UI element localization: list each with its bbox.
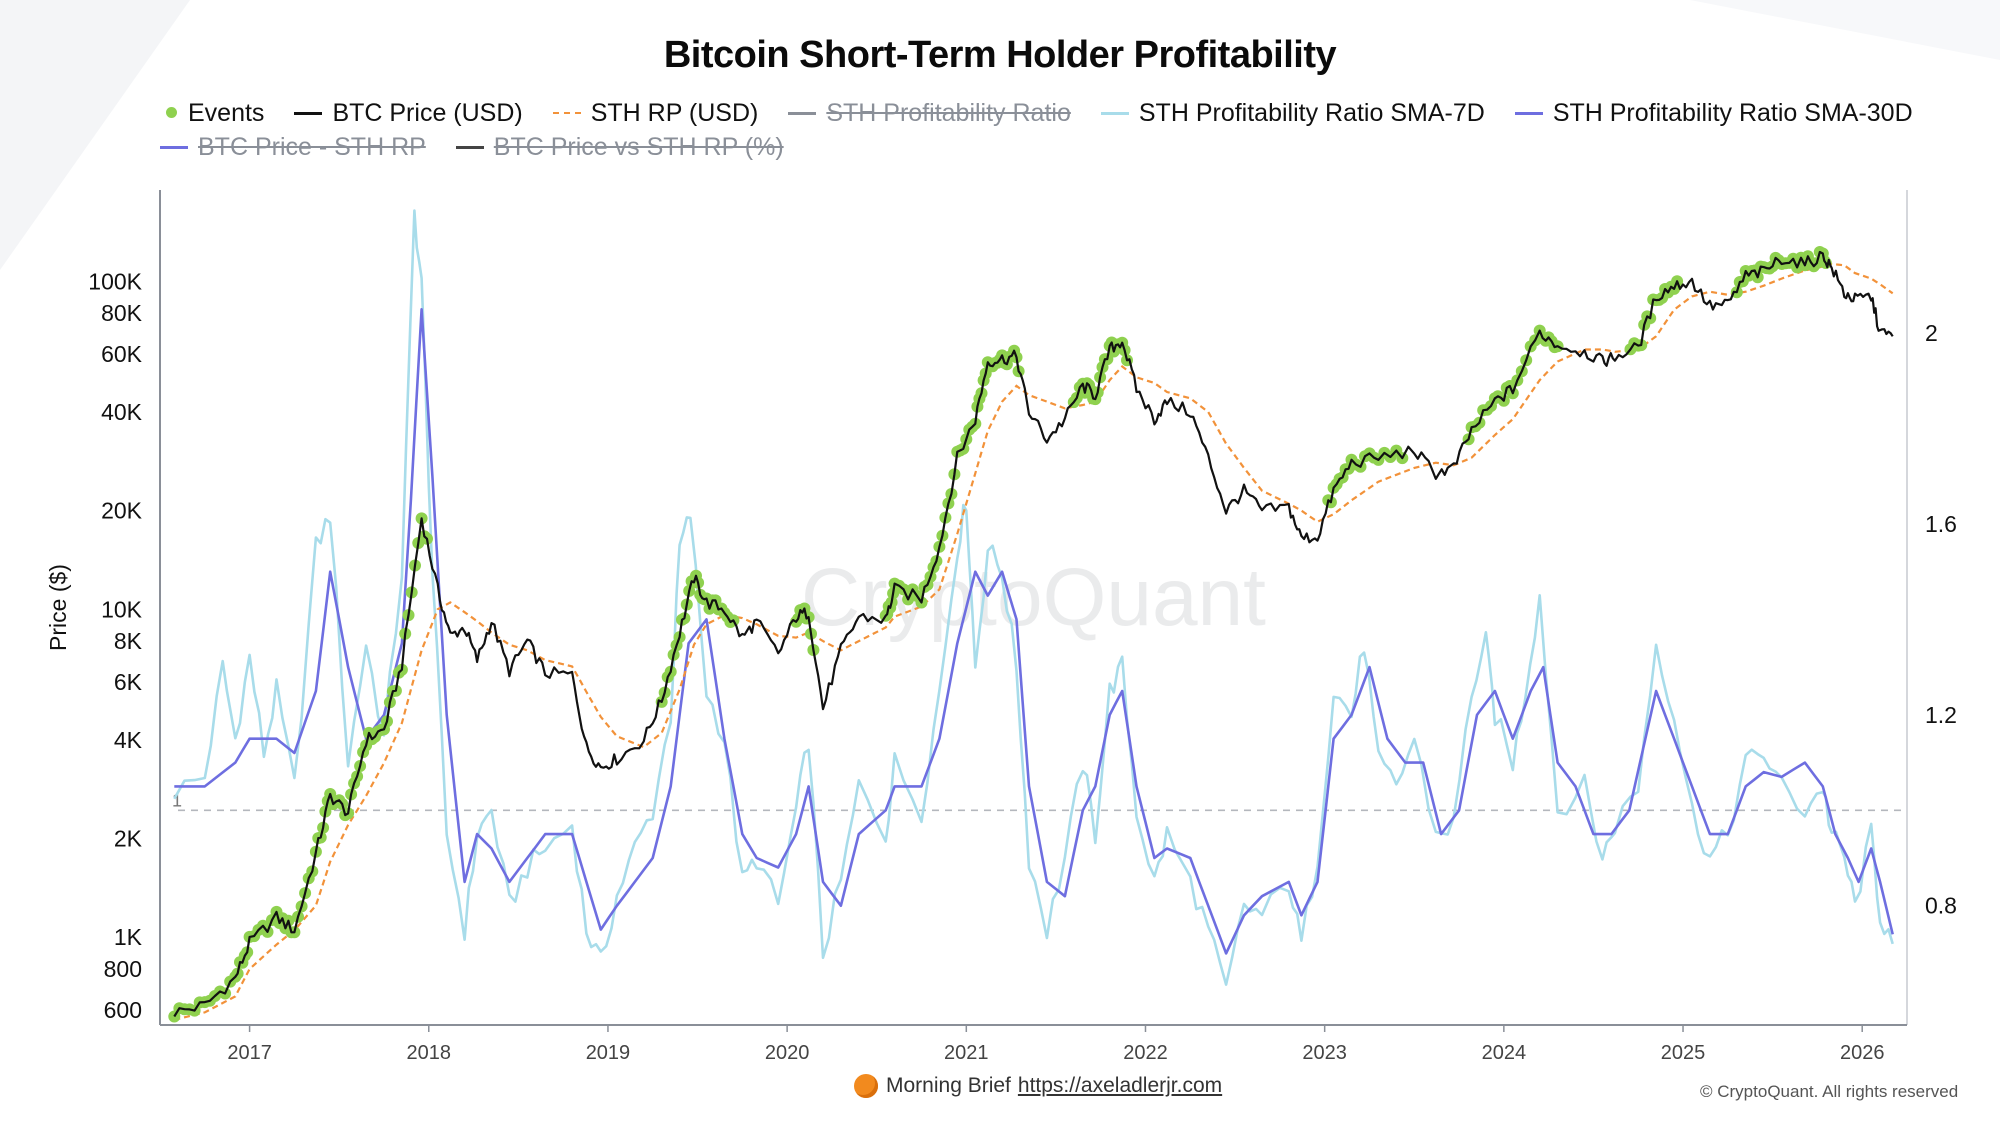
legend-label: STH Profitability Ratio SMA-30D bbox=[1552, 98, 1913, 127]
right-tick-label: 1.6 bbox=[1925, 511, 1957, 537]
legend-item-btc-price-usd[interactable]: BTC Price (USD) bbox=[294, 98, 523, 128]
legend-item-sth-profitability-ratio[interactable]: STH Profitability Ratio bbox=[788, 99, 1071, 128]
sma30-line bbox=[174, 308, 1894, 955]
left-tick-label: 1K bbox=[114, 924, 143, 950]
legend-row-1: Events BTC Price (USD) STH RP (USD) STH Pro… bbox=[160, 96, 1960, 130]
x-tick-label: 2024 bbox=[1482, 1042, 1527, 1064]
x-tick-label: 2020 bbox=[765, 1042, 810, 1064]
left-axis-label: Price ($) bbox=[45, 564, 71, 651]
legend-item-btc-price-sth-rp[interactable]: BTC Price - STH RP bbox=[160, 133, 426, 162]
coin-icon bbox=[854, 1074, 878, 1098]
left-tick-label: 20K bbox=[101, 498, 143, 524]
x-tick-label: 2022 bbox=[1123, 1042, 1168, 1064]
legend-label: STH Profitability Ratio bbox=[826, 98, 1071, 127]
legend-label: BTC Price vs STH RP (%) bbox=[493, 132, 784, 161]
sma7-line bbox=[173, 209, 1894, 986]
left-tick-label: 6K bbox=[114, 669, 143, 695]
legend-swatch bbox=[552, 106, 581, 120]
left-tick-label: 600 bbox=[104, 997, 142, 1023]
legend-swatch bbox=[1100, 106, 1129, 120]
footer-link[interactable]: https://axeladlerjr.com bbox=[1017, 1074, 1223, 1097]
legend-swatch bbox=[160, 106, 178, 120]
legend-swatch bbox=[1514, 106, 1543, 120]
legend-label: BTC Price - STH RP bbox=[198, 132, 426, 161]
left-tick-label: 60K bbox=[101, 341, 143, 367]
legend-swatch bbox=[455, 140, 484, 154]
x-tick-label: 2023 bbox=[1302, 1042, 1347, 1064]
x-tick-label: 2019 bbox=[586, 1042, 631, 1064]
right-tick-label: 2 bbox=[1925, 320, 1938, 346]
legend-swatch bbox=[294, 106, 323, 120]
legend-label: BTC Price (USD) bbox=[332, 98, 523, 127]
legend-item-sth-profitability-ratio-sma-7d[interactable]: STH Profitability Ratio SMA-7D bbox=[1100, 98, 1485, 128]
left-tick-label: 800 bbox=[104, 956, 142, 982]
left-tick-label: 8K bbox=[114, 628, 143, 654]
chart-legend: Events BTC Price (USD) STH RP (USD) STH Pro… bbox=[160, 96, 1960, 164]
footer-brief-label: Morning Brief bbox=[886, 1074, 1011, 1097]
x-tick-label: 2018 bbox=[407, 1042, 452, 1064]
legend-label: Events bbox=[188, 98, 265, 127]
right-tick-label: 0.8 bbox=[1925, 893, 1957, 919]
left-tick-label: 10K bbox=[101, 596, 143, 622]
x-tick-label: 2026 bbox=[1840, 1042, 1885, 1064]
left-tick-label: 100K bbox=[88, 268, 142, 294]
legend-row-2: BTC Price - STH RP BTC Price vs STH RP (%… bbox=[160, 130, 1960, 164]
legend-swatch bbox=[788, 106, 817, 120]
x-tick-label: 2025 bbox=[1661, 1042, 1706, 1064]
footer-morning-brief: Morning Brief https://axeladlerjr.com bbox=[854, 1074, 1222, 1098]
legend-item-sth-profitability-ratio-sma-30d[interactable]: STH Profitability Ratio SMA-30D bbox=[1514, 98, 1913, 128]
legend-swatch bbox=[160, 140, 188, 154]
left-tick-label: 2K bbox=[114, 826, 143, 852]
legend-item-btc-price-vs-sth-rp[interactable]: BTC Price vs STH RP (%) bbox=[455, 132, 784, 162]
footer-copyright: © CryptoQuant. All rights reserved bbox=[1700, 1082, 1959, 1101]
legend-item-events[interactable]: Events bbox=[160, 99, 264, 128]
x-tick-label: 2017 bbox=[227, 1042, 272, 1064]
chart-title: Bitcoin Short-Term Holder Profitability bbox=[663, 34, 1337, 76]
legend-item-sth-rp-usd[interactable]: STH RP (USD) bbox=[552, 98, 759, 128]
legend-label: STH RP (USD) bbox=[590, 98, 759, 127]
right-tick-label: 1.2 bbox=[1925, 702, 1957, 728]
btc-price-line bbox=[173, 250, 1894, 1018]
left-tick-label: 40K bbox=[101, 399, 143, 425]
legend-label: STH Profitability Ratio SMA-7D bbox=[1138, 98, 1485, 127]
left-tick-label: 80K bbox=[101, 300, 143, 326]
watermark: CryptoQuant bbox=[801, 552, 1266, 643]
left-tick-label: 4K bbox=[114, 727, 143, 753]
reference-line-label: 1 bbox=[172, 790, 182, 810]
x-tick-label: 2021 bbox=[944, 1042, 989, 1064]
